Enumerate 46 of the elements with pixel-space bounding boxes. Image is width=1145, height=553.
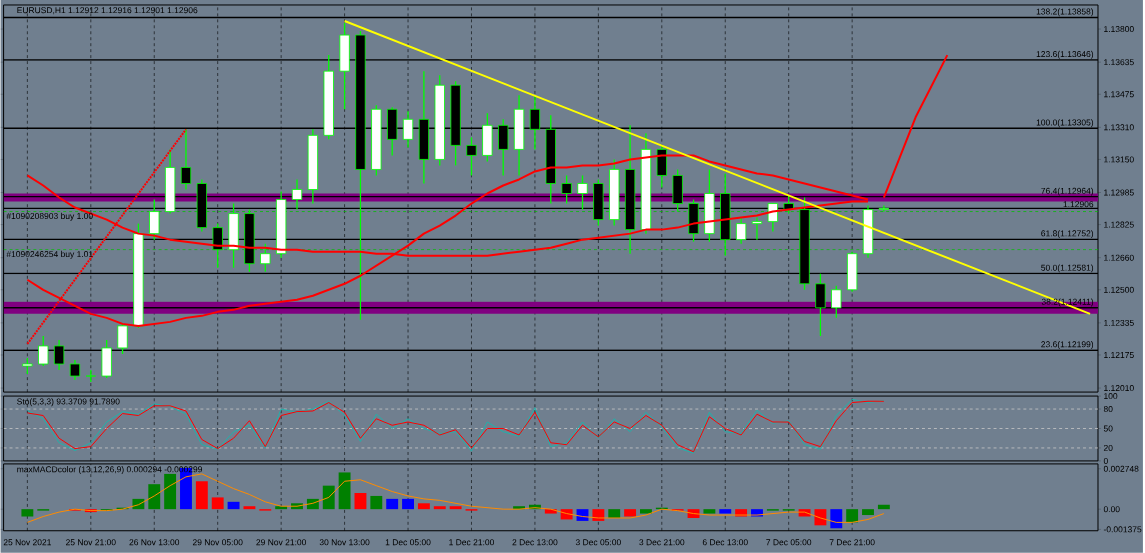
y-tick-label: 1.12825 — [1104, 221, 1134, 228]
chart-title: Sto(5,3,3) 93.3709 91.7890 — [17, 398, 120, 407]
y-tick-label: 20 — [1103, 445, 1113, 452]
ref-line-label: 1.12906 — [1063, 201, 1094, 208]
y-tick-label: 0 — [1103, 458, 1108, 465]
y-tick-label: 1.12500 — [1104, 286, 1134, 293]
x-tick-label: 25 Nov 2021 — [3, 539, 51, 546]
y-tick-label: 0.002748 — [1103, 465, 1139, 472]
y-tick-label: 50 — [1103, 425, 1113, 432]
y-tick-label: 1.12985 — [1104, 189, 1134, 196]
y-tick-label: 1.13635 — [1104, 59, 1134, 66]
x-tick-label: 7 Dec 21:00 — [829, 539, 875, 546]
chart-title: EURUSD,H1 1.12912 1.12916 1.12901 1.12906 — [17, 7, 198, 15]
y-tick-label: 80 — [1103, 406, 1113, 413]
x-tick-label: 26 Nov 13:00 — [129, 539, 180, 546]
y-tick-label: 1.13475 — [1104, 91, 1134, 98]
x-tick-label: 1 Dec 05:00 — [385, 539, 431, 546]
ref-line-label: 50.0(1.12581) — [1041, 264, 1094, 273]
y-tick-label: 1.13150 — [1104, 156, 1134, 163]
y-tick-label: 100 — [1104, 393, 1118, 400]
ref-line-label: 61.8(1.12752) — [1041, 230, 1094, 239]
ref-line-label: 23.6(1.12199) — [1041, 341, 1094, 350]
y-tick-label: 1.12660 — [1104, 254, 1134, 261]
ref-line-label: 100.0(1.13305) — [1036, 119, 1094, 128]
y-tick-label: 1.12335 — [1104, 320, 1134, 327]
ref-line-label: 138.2(1.13858) — [1036, 8, 1094, 17]
y-tick-label: 1.13310 — [1104, 124, 1134, 131]
x-tick-label: 30 Nov 13:00 — [319, 539, 370, 546]
x-tick-label: 3 Dec 21:00 — [639, 539, 685, 546]
ref-line-label: 123.6(1.13646) — [1036, 50, 1094, 59]
x-tick-label: 6 Dec 13:00 — [702, 539, 748, 546]
y-tick-label: 1.12175 — [1104, 352, 1134, 359]
ref-line-label: #1090246254 buy 1.01 — [6, 251, 93, 259]
x-tick-label: 25 Nov 21:00 — [66, 539, 116, 546]
y-tick-label: 1.12010 — [1104, 385, 1134, 392]
x-tick-label: 2 Dec 13:00 — [512, 539, 558, 546]
y-tick-label: -0.001375 — [1103, 526, 1142, 533]
x-tick-label: 7 Dec 05:00 — [766, 539, 812, 546]
x-tick-label: 3 Dec 05:00 — [575, 539, 621, 546]
x-tick-label: 29 Nov 21:00 — [256, 539, 307, 546]
ref-line-label: 76.4(1.12964) — [1041, 187, 1094, 196]
y-tick-label: 1.13800 — [1104, 26, 1134, 33]
ref-line-label: #1090208903 buy 1.00 — [6, 212, 93, 221]
x-tick-label: 29 Nov 05:00 — [192, 539, 243, 546]
y-tick-label: 0.00 — [1103, 506, 1120, 513]
x-tick-label: 1 Dec 21:00 — [449, 539, 494, 546]
